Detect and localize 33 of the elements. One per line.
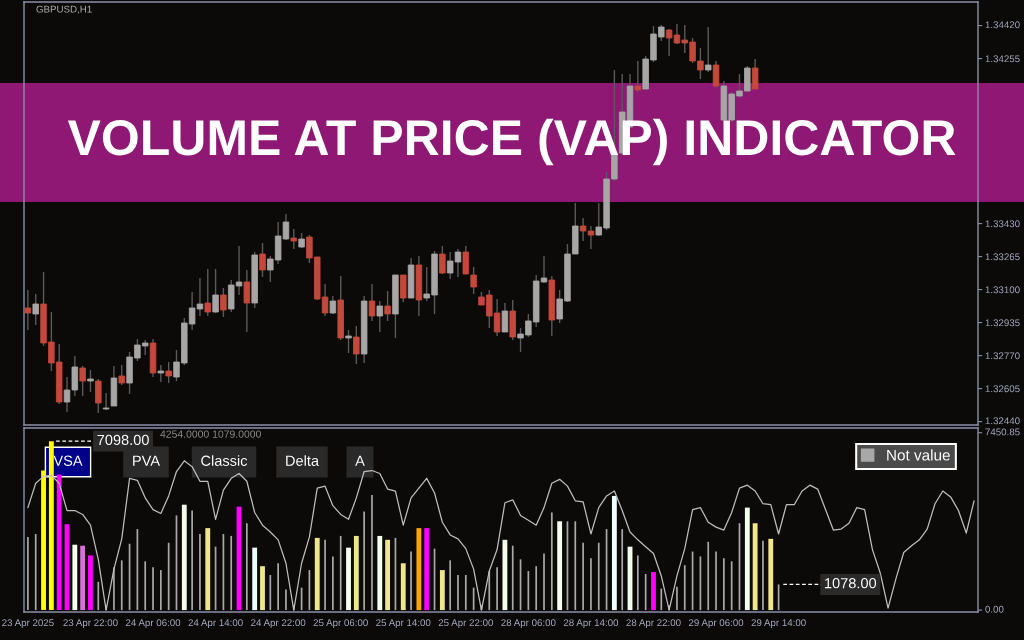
y-tick-label: 1.32605 [985, 385, 1020, 393]
annotation: Delta [286, 455, 320, 466]
x-tick-label: 24 Apr 14:00 [188, 619, 243, 629]
data-label: 1078.00 [825, 578, 877, 589]
y-tick-label: 1.32770 [985, 352, 1020, 360]
annotation: A [355, 455, 365, 466]
annotation: Classic [201, 455, 248, 466]
x-tick-label: 24 Apr 06:00 [125, 619, 181, 629]
x-tick-label: 28 Apr 06:00 [501, 619, 556, 629]
x-tick-label: 25 Apr 22:00 [438, 619, 493, 629]
annotation: 4254.0000 1079.0000 [160, 430, 261, 438]
y-tick-label: 1.33100 [985, 286, 1020, 294]
y-tick-label: 1.34255 [985, 55, 1020, 63]
x-tick-label: 29 Apr 14:00 [751, 619, 806, 629]
legend-label: Not value [887, 449, 950, 461]
x-tick-label: 25 Apr 14:00 [376, 619, 431, 629]
y-tick-label: 1.33430 [985, 220, 1020, 228]
data-label: 7098.00 [97, 434, 149, 446]
x-tick-label: 29 Apr 06:00 [688, 619, 744, 629]
y-tick-label: 1.33265 [985, 253, 1020, 261]
chart-subtitle: GBPUSD,H1 [36, 5, 92, 14]
y-tick-label: 7450.85 [985, 428, 1020, 436]
y-tick-label: 0.00 [985, 605, 1004, 613]
annotation: PVA [133, 455, 161, 466]
y-tick-label: 1.32440 [985, 417, 1020, 425]
x-tick-label: 23 Apr 2025 [2, 619, 54, 629]
x-tick-label: 28 Apr 14:00 [563, 619, 619, 629]
x-tick-label: 25 Apr 06:00 [313, 619, 368, 629]
x-tick-label: 28 Apr 22:00 [626, 619, 681, 629]
x-tick-label: 23 Apr 22:00 [63, 619, 118, 629]
y-tick-label: 1.34420 [985, 21, 1020, 29]
x-tick-label: 24 Apr 22:00 [251, 619, 306, 629]
y-tick-label: 1.32935 [985, 319, 1020, 327]
